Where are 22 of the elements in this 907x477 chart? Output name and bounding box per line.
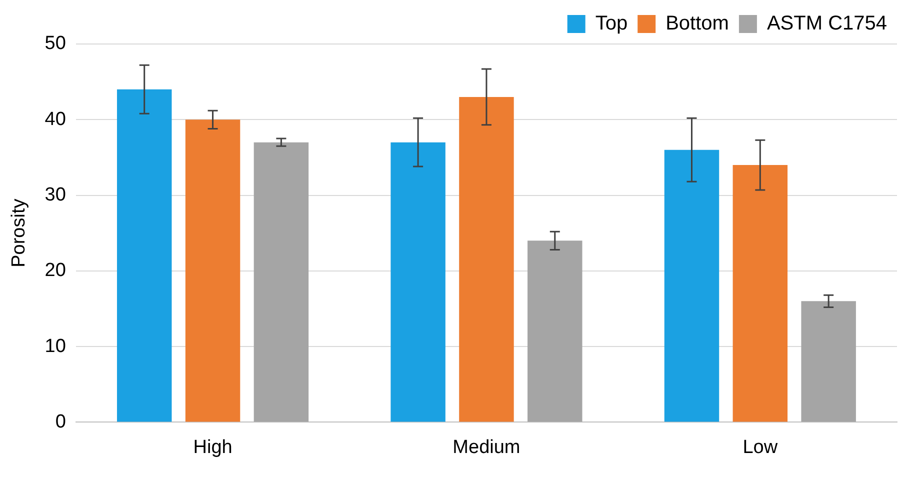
bar (459, 96, 514, 422)
legend-label: Bottom (666, 12, 729, 35)
bar (528, 240, 582, 422)
bar (732, 165, 788, 422)
y-tick-label: 10 (44, 336, 66, 357)
bar (185, 120, 240, 422)
y-axis-title: Porosity (8, 198, 30, 268)
bar (664, 150, 720, 422)
bar (254, 142, 309, 422)
legend-label: ASTM C1754 (766, 12, 888, 35)
bar (801, 301, 856, 422)
bar (116, 89, 172, 422)
x-tick-label: High (193, 436, 232, 458)
y-tick-label: 40 (44, 108, 66, 130)
y-tick-label: 50 (44, 33, 66, 54)
x-tick-label: Medium (452, 436, 520, 458)
x-tick-label: Low (742, 436, 778, 458)
legend-label: Top (595, 12, 628, 35)
bar (390, 142, 446, 422)
y-tick-label: 20 (44, 260, 66, 282)
y-tick-label: 30 (44, 184, 66, 206)
y-tick-label: 0 (55, 411, 66, 432)
